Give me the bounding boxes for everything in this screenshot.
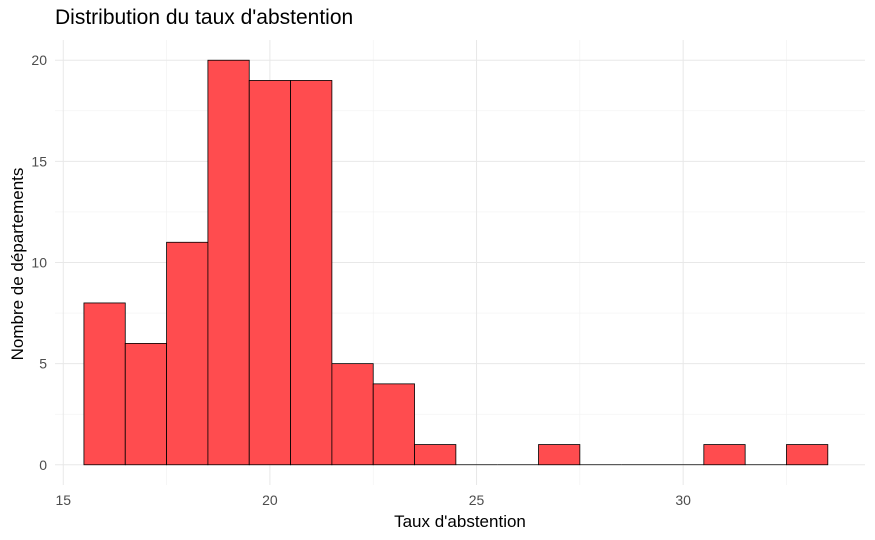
bars-layer	[83, 59, 829, 466]
x-tick-label: 15	[55, 492, 71, 508]
y-tick-label: 20	[31, 52, 47, 68]
histogram-bar	[83, 302, 126, 466]
y-axis-label: Nombre de départements	[8, 168, 27, 361]
x-tick-label: 25	[469, 492, 485, 508]
histogram-bar	[331, 363, 374, 466]
histogram-bar	[207, 59, 250, 466]
y-tick-label: 15	[31, 153, 47, 169]
x-tick-label: 30	[675, 492, 691, 508]
x-tick-label: 20	[262, 492, 278, 508]
y-tick-label: 0	[39, 457, 47, 473]
histogram-bar	[166, 241, 209, 466]
histogram-bar	[538, 444, 581, 466]
x-axis-label: Taux d'abstention	[394, 512, 526, 531]
histogram-bar	[372, 383, 415, 466]
histogram-bar	[703, 444, 746, 466]
y-tick-label: 5	[39, 356, 47, 372]
chart-title: Distribution du taux d'abstention	[55, 6, 354, 29]
histogram-bar	[124, 343, 167, 466]
histogram-bar	[290, 80, 333, 466]
histogram-bar	[248, 80, 291, 466]
histogram-bar	[414, 444, 457, 466]
y-tick-label: 10	[31, 255, 47, 271]
ticks-layer: 15 20 25 30 0 5 10 15 20	[31, 52, 691, 508]
histogram-bar	[786, 444, 829, 466]
